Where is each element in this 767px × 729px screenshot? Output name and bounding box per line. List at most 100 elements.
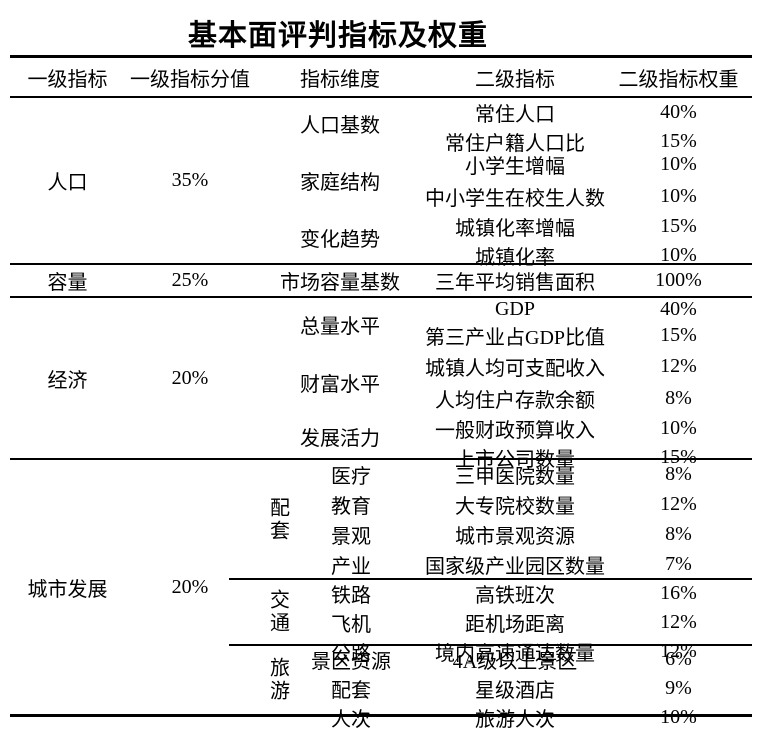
dimension-label-cell: 配套 bbox=[331, 680, 371, 702]
secondary-indicator-cell: 一般财政预算收入 bbox=[435, 420, 595, 442]
table-row: 第三产业占GDP比值 15% bbox=[425, 321, 752, 350]
secondary-weight-cell: 12% bbox=[660, 493, 697, 516]
secondary-weight-cell: 40% bbox=[660, 101, 697, 123]
table-row: 人均住户存款余额 8% bbox=[425, 382, 752, 414]
category-cell: 旅游 bbox=[255, 645, 299, 714]
secondary-indicator-cell: 常住人口 bbox=[475, 104, 555, 126]
secondary-weight-cell: 8% bbox=[665, 522, 692, 545]
secondary-weight-cell: 15% bbox=[660, 324, 697, 346]
secondary-indicator-cell: 城镇化率增幅 bbox=[455, 218, 575, 240]
dimension-groups: 配套 医疗 三甲医院数量 8% 教育 大专院校数量 12% 景观 城市景观资源 8% 产业 国家级产业… bbox=[229, 460, 752, 729]
secondary-indicator-cell: 人均住户存款余额 bbox=[435, 389, 595, 412]
secondary-weight-cell: 40% bbox=[660, 298, 697, 320]
dimension-groups: 市场容量基数 三年平均销售面积 100% bbox=[255, 265, 752, 296]
primary-indicator-cell: 人口 bbox=[47, 172, 88, 194]
table-row: 常住人口 40% bbox=[425, 98, 752, 127]
secondary-indicator-cell: 常住户籍人口比 bbox=[445, 133, 585, 155]
dimension-label-cell: 公路 bbox=[331, 643, 371, 665]
table-row: GDP 40% bbox=[425, 298, 752, 321]
table-row: 城镇人均可支配收入 12% bbox=[425, 350, 752, 382]
secondary-weight-cell: 15% bbox=[660, 215, 697, 237]
secondary-weight-cell: 10% bbox=[660, 244, 697, 266]
group-rows: 常住人口 40% 常住户籍人口比 15% bbox=[425, 98, 752, 155]
table-row: 中小学生在校生人数 10% bbox=[425, 180, 752, 212]
table-row: 医疗 三甲医院数量 8% bbox=[299, 460, 752, 490]
secondary-indicator-cell: 大专院校数量 bbox=[455, 496, 575, 519]
secondary-indicator-cell: 中小学生在校生人数 bbox=[425, 187, 605, 210]
secondary-weight-cell: 10% bbox=[660, 184, 697, 207]
secondary-indicator-cell: 4A级以上景区 bbox=[452, 651, 578, 673]
secondary-indicator-cell: 三年平均销售面积 bbox=[435, 272, 595, 294]
secondary-weight-cell: 12% bbox=[660, 611, 697, 633]
group-rows: GDP 40% 第三产业占GDP比值 15% bbox=[425, 298, 752, 350]
secondary-indicator-cell: GDP bbox=[494, 298, 535, 320]
table-body: 人口 35% 人口基数 常住人口 40% 常住户籍人口比 15% 家庭结构 小学生增幅 10% 中小… bbox=[10, 98, 752, 729]
dimension-group: 发展活力 一般财政预算收入 10% 上市公司数量 15% bbox=[255, 414, 752, 471]
secondary-weight-cell: 15% bbox=[660, 446, 697, 468]
secondary-indicator-cell: 第三产业占GDP比值 bbox=[425, 327, 606, 349]
dimension-label-cell: 产业 bbox=[331, 555, 371, 578]
dimension-groups: 总量水平 GDP 40% 第三产业占GDP比值 15% 财富水平 城镇人均可支配收入 12% 人… bbox=[255, 298, 752, 471]
dimension-label-cell: 医疗 bbox=[331, 466, 371, 489]
dimension-group: 旅游 景区资源 4A级以上景区 6% 配套 星级酒店 9% 人次 旅游人次 10% bbox=[255, 645, 752, 729]
group-rows: 一般财政预算收入 10% 上市公司数量 15% bbox=[425, 414, 752, 471]
secondary-indicator-cell: 小学生增幅 bbox=[465, 155, 565, 178]
table-row: 产业 国家级产业园区数量 7% bbox=[299, 549, 752, 579]
column-header-secondary-indicator: 二级指标 bbox=[475, 68, 555, 91]
primary-indicator-cell: 容量 bbox=[47, 272, 88, 294]
secondary-indicator-cell: 高铁班次 bbox=[475, 585, 555, 607]
secondary-weight-cell: 15% bbox=[660, 130, 697, 152]
dimension-label-cell: 飞机 bbox=[331, 614, 371, 636]
category-cell: 配套 bbox=[255, 460, 299, 579]
dimension-group: 配套 医疗 三甲医院数量 8% 教育 大专院校数量 12% 景观 城市景观资源 8% 产业 国家级产业… bbox=[229, 460, 752, 580]
secondary-weight-cell: 8% bbox=[665, 386, 692, 409]
primary-score-cell: 20% bbox=[171, 575, 209, 598]
secondary-weight-cell: 8% bbox=[665, 463, 692, 486]
secondary-indicator-cell: 城镇人均可支配收入 bbox=[425, 357, 605, 380]
secondary-weight-cell: 10% bbox=[660, 417, 697, 439]
category-label: 配套 bbox=[266, 496, 289, 543]
secondary-indicator-cell: 距机场距离 bbox=[465, 614, 565, 636]
secondary-indicator-cell: 国家级产业园区数量 bbox=[425, 555, 605, 578]
page-title: 基本面评判指标及权重 bbox=[187, 20, 488, 52]
dimension-label-cell: 人次 bbox=[331, 709, 371, 729]
dimension-label-cell: 家庭结构 bbox=[300, 171, 380, 194]
indicator-table: 一级指标 一级指标分值 指标维度 二级指标 二级指标权重 人口 35% 人口基数 常住… bbox=[10, 55, 752, 729]
dimension-group: 总量水平 GDP 40% 第三产业占GDP比值 15% bbox=[255, 298, 752, 350]
dimension-groups: 人口基数 常住人口 40% 常住户籍人口比 15% 家庭结构 小学生增幅 10% 中小学生在校生… bbox=[255, 98, 752, 269]
table-row: 小学生增幅 10% bbox=[425, 148, 752, 180]
group-rows: 小学生增幅 10% 中小学生在校生人数 10% bbox=[425, 148, 752, 212]
section-1: 人口 35% 人口基数 常住人口 40% 常住户籍人口比 15% 家庭结构 小学生增幅 10% 中小… bbox=[10, 98, 752, 269]
primary-score-cell: 35% bbox=[171, 169, 209, 191]
column-header-dimension: 指标维度 bbox=[300, 68, 380, 91]
table-row: 人次 旅游人次 10% bbox=[299, 703, 752, 729]
dimension-label-cell: 总量水平 bbox=[300, 315, 380, 338]
table-row: 城镇化率 10% bbox=[425, 241, 752, 270]
secondary-weight-cell: 7% bbox=[665, 552, 692, 575]
dimension-label-cell: 景观 bbox=[331, 525, 371, 548]
table-row: 上市公司数量 15% bbox=[425, 443, 752, 472]
table-row: 飞机 距机场距离 12% bbox=[299, 608, 752, 637]
primary-score-cell: 25% bbox=[171, 269, 209, 291]
secondary-weight-cell: 100% bbox=[655, 269, 702, 291]
group-rows: 铁路 高铁班次 16% 飞机 距机场距离 12% 公路 境内高速通达数量 12% bbox=[299, 579, 752, 665]
dimension-label-cell: 景区资源 bbox=[311, 651, 391, 673]
dimension-label-cell: 市场容量基数 bbox=[280, 272, 400, 294]
dimension-group: 人口基数 常住人口 40% 常住户籍人口比 15% bbox=[255, 98, 752, 155]
dimension-label-cell: 人口基数 bbox=[300, 114, 380, 137]
dimension-group: 交通 铁路 高铁班次 16% 飞机 距机场距离 12% 公路 境内高速通达数量 12% bbox=[229, 579, 752, 665]
secondary-weight-cell: 6% bbox=[665, 648, 692, 670]
dimension-label-cell: 发展活力 bbox=[300, 427, 380, 450]
table-row: 教育 大专院校数量 12% bbox=[299, 490, 752, 520]
dimension-label-cell: 铁路 bbox=[331, 585, 371, 607]
category-cell: 交通 bbox=[255, 579, 299, 645]
column-header-primary-score: 一级指标分值 bbox=[130, 68, 250, 91]
secondary-indicator-cell: 上市公司数量 bbox=[455, 449, 575, 471]
category-label: 交通 bbox=[266, 589, 289, 635]
secondary-weight-cell: 10% bbox=[660, 706, 697, 728]
secondary-indicator-cell: 星级酒店 bbox=[475, 680, 555, 702]
dimension-label-cell: 变化趋势 bbox=[300, 229, 380, 251]
dimension-group: 市场容量基数 三年平均销售面积 100% bbox=[255, 265, 752, 296]
group-rows: 城镇人均可支配收入 12% 人均住户存款余额 8% bbox=[425, 350, 752, 414]
